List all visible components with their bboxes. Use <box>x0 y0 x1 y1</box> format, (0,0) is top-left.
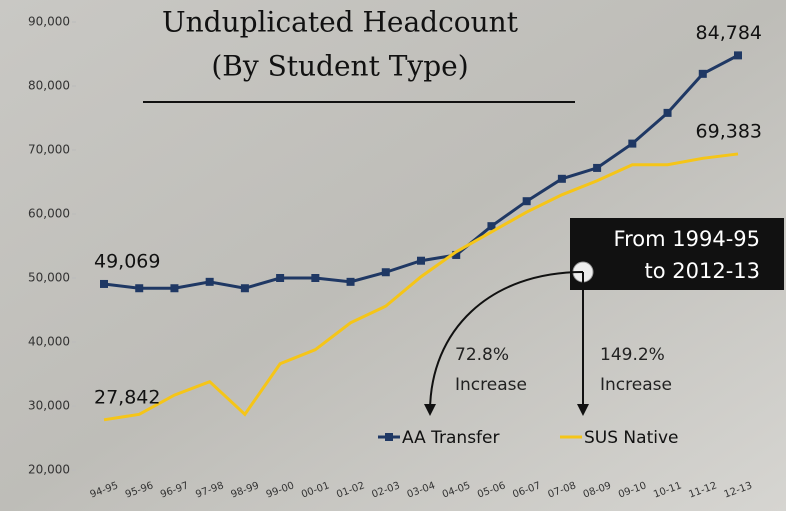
arrow-head <box>424 404 436 416</box>
point <box>698 69 707 78</box>
data-label: 49,069 <box>94 250 160 272</box>
arrow-head <box>577 404 589 416</box>
note-text: Increase <box>455 375 527 395</box>
point <box>734 51 742 60</box>
point <box>593 163 602 172</box>
point <box>452 250 461 259</box>
series-line <box>103 152 739 422</box>
note-text: 149.2% <box>600 345 665 365</box>
y-tick-label: 20,000 <box>28 463 70 477</box>
arrow <box>429 271 584 413</box>
callout-text: From 1994-95 <box>614 227 760 251</box>
legend-item: SUS Native <box>560 428 678 448</box>
chart-subtitle: (By Student Type) <box>211 50 468 83</box>
y-tick-label: 90,000 <box>28 15 70 29</box>
point <box>381 268 390 277</box>
note-text: Increase <box>600 375 672 395</box>
point <box>100 279 108 288</box>
point <box>557 174 566 183</box>
point <box>170 284 179 293</box>
point <box>628 139 637 148</box>
point <box>276 274 285 282</box>
point <box>311 274 320 282</box>
y-tick-label: 60,000 <box>28 207 70 221</box>
y-tick-label: 50,000 <box>28 271 70 285</box>
callout-box <box>570 218 784 290</box>
legend-label: AA Transfer <box>402 428 500 448</box>
point <box>346 277 355 286</box>
chart-title: Unduplicated Headcount <box>162 6 519 39</box>
legend-item: AA Transfer <box>378 428 500 448</box>
callout-text: to 2012-13 <box>645 259 761 283</box>
point <box>205 277 214 286</box>
point <box>240 284 249 293</box>
point <box>417 256 425 265</box>
data-label: 69,383 <box>696 120 762 142</box>
y-tick-label: 30,000 <box>28 399 70 413</box>
point <box>487 222 496 231</box>
data-label: 84,784 <box>696 22 762 44</box>
point <box>663 108 672 117</box>
plot: 20,000 30,000 40,000 50,000 60,000 70,000 80,0… <box>28 15 762 501</box>
y-tick-label: 40,000 <box>28 335 70 349</box>
y-tick-label: 70,000 <box>28 143 70 157</box>
y-tick-label: 80,000 <box>28 79 70 93</box>
legend-label: SUS Native <box>584 428 678 448</box>
point <box>522 197 531 206</box>
point <box>135 284 144 293</box>
note-text: 72.8% <box>455 345 509 365</box>
data-label: 27,842 <box>94 386 160 408</box>
legend-marker <box>385 433 393 441</box>
